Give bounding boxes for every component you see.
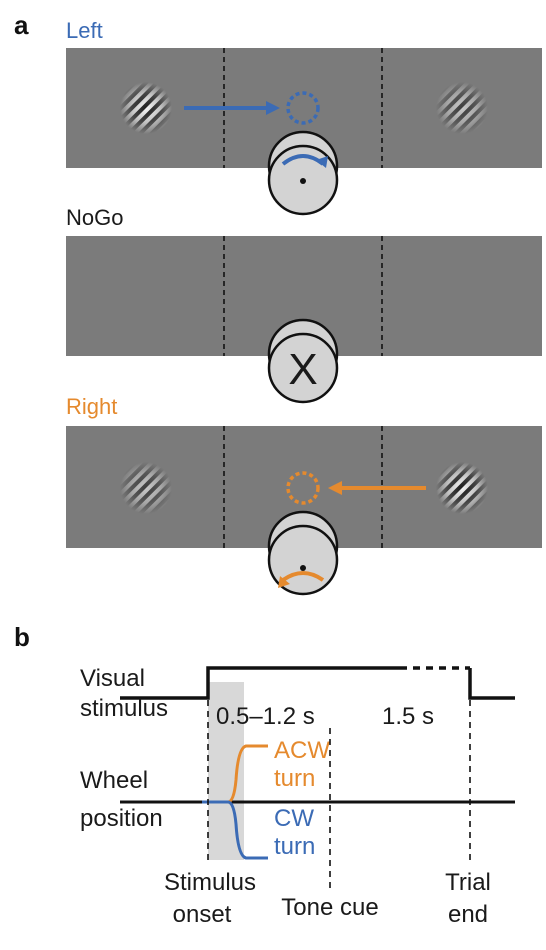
- stimulus-onset-label-2: onset: [173, 901, 232, 928]
- gabor-stimulus-icon: [120, 462, 172, 514]
- arrow-icon: [184, 101, 280, 115]
- panel-a-letter: a: [14, 10, 29, 40]
- acw-label-1: ACW: [274, 737, 330, 764]
- condition-label-left: Left: [66, 18, 103, 43]
- trial-end-label-2: end: [448, 901, 488, 928]
- gabor-stimulus-icon: [436, 462, 488, 514]
- trial-end-label-1: Trial: [445, 869, 491, 896]
- tone-cue-label: Tone cue: [281, 894, 378, 921]
- cw-turn-trace: [202, 800, 268, 860]
- condition-label-right: Right: [66, 394, 117, 419]
- panel-b-letter: b: [14, 622, 30, 652]
- acw-turn-trace: [202, 744, 268, 804]
- condition-label-nogo: NoGo: [66, 205, 123, 230]
- wheel-position-label-2: position: [80, 805, 163, 832]
- target-circle-icon: [286, 471, 320, 505]
- arrow-icon: [328, 481, 426, 495]
- gabor-stimulus-icon: [436, 82, 488, 134]
- nogo-x-mark: X: [288, 345, 317, 394]
- target-circle-icon: [286, 91, 320, 125]
- visual-stimulus-label-2: stimulus: [80, 695, 168, 722]
- wheel-icon: [267, 130, 339, 216]
- visual-stimulus-trace: [120, 666, 515, 700]
- wheel-icon: X: [267, 318, 339, 404]
- wheel-icon: [267, 510, 339, 596]
- interval-label-1: 0.5–1.2 s: [216, 703, 315, 730]
- stimulus-onset-label-1: Stimulus: [164, 869, 256, 896]
- gabor-stimulus-icon: [120, 82, 172, 134]
- acw-label-2: turn: [274, 765, 315, 792]
- visual-stimulus-label-1: Visual: [80, 665, 145, 692]
- interval-label-2: 1.5 s: [382, 703, 434, 730]
- cw-label-1: CW: [274, 805, 314, 832]
- wheel-position-label-1: Wheel: [80, 767, 148, 794]
- cw-label-2: turn: [274, 833, 315, 860]
